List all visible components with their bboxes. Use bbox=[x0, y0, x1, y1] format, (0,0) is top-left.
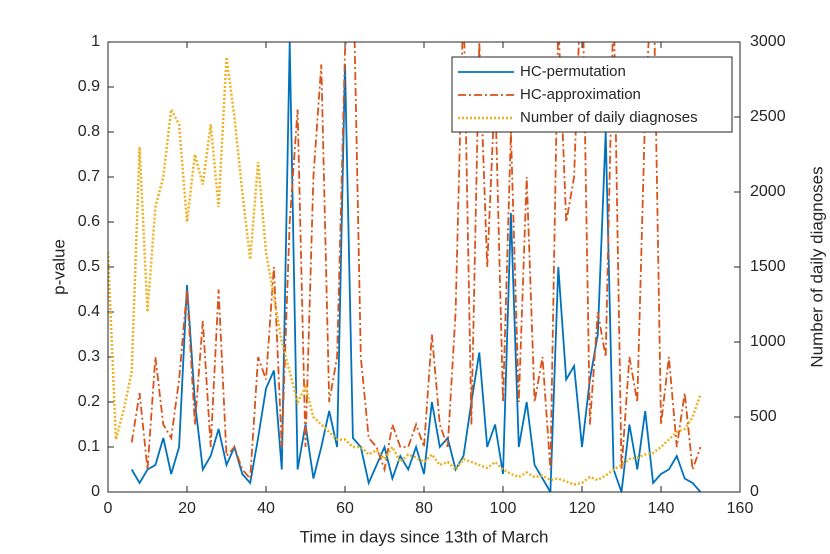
y-tick-label: 0.1 bbox=[78, 438, 100, 455]
y2-axis-label: Number of daily diagnoses bbox=[807, 166, 826, 367]
legend-label: HC-approximation bbox=[520, 86, 641, 103]
x-tick-label: 120 bbox=[569, 500, 596, 517]
x-tick-label: 100 bbox=[490, 500, 517, 517]
y2-tick-label: 2000 bbox=[750, 183, 786, 200]
x-tick-label: 0 bbox=[104, 500, 113, 517]
y-tick-label: 0.2 bbox=[78, 393, 100, 410]
x-tick-label: 20 bbox=[178, 500, 196, 517]
line bbox=[108, 56, 702, 486]
y2-tick-label: 500 bbox=[750, 408, 777, 425]
y2-tick-label: 2500 bbox=[750, 108, 786, 125]
legend-label: Number of daily diagnoses bbox=[520, 109, 698, 126]
line bbox=[130, 42, 702, 481]
x-axis-label: Time in days since 13th of March bbox=[300, 527, 549, 546]
y-tick-label: 0.6 bbox=[78, 213, 100, 230]
x-tick-label: 80 bbox=[415, 500, 433, 517]
y-tick-label: 0 bbox=[91, 483, 100, 500]
y-axis-label: p-value bbox=[49, 239, 68, 295]
x-tick-label: 140 bbox=[648, 500, 675, 517]
y2-tick-label: 1500 bbox=[750, 258, 786, 275]
legend-box bbox=[451, 56, 733, 133]
axes-box bbox=[107, 41, 741, 493]
y-tick-label: 0.4 bbox=[78, 303, 100, 320]
series bbox=[130, 42, 702, 481]
y2-tick-label: 0 bbox=[750, 483, 759, 500]
legend: HC-permutation HC-approximation Number of … bbox=[451, 56, 733, 133]
y2-tick-label: 1000 bbox=[750, 333, 786, 350]
x-tick-label: 40 bbox=[257, 500, 275, 517]
x-tick-label: 60 bbox=[336, 500, 354, 517]
y-tick-label: 0.8 bbox=[78, 123, 100, 140]
y-tick-label: 0.9 bbox=[78, 78, 100, 95]
y-tick-label: 0.7 bbox=[78, 168, 100, 185]
y-tick-label: 0.3 bbox=[78, 348, 100, 365]
x-tick-label: 160 bbox=[727, 500, 754, 517]
legend-label: HC-permutation bbox=[520, 63, 626, 80]
y-tick-label: 0.5 bbox=[78, 258, 100, 275]
y2-tick-label: 3000 bbox=[750, 33, 786, 50]
series bbox=[108, 56, 702, 486]
y-tick-label: 1 bbox=[91, 33, 100, 50]
